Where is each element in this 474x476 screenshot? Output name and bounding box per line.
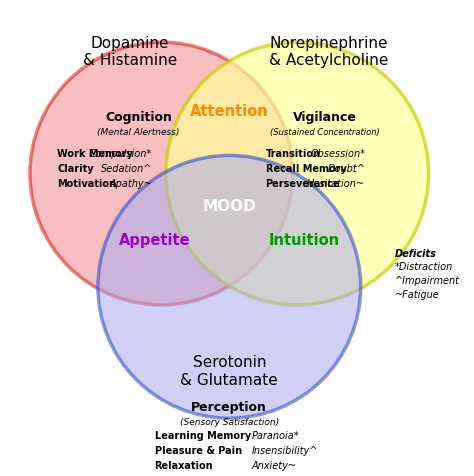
Text: Perseverance: Perseverance	[265, 178, 340, 188]
Text: *Distraction: *Distraction	[395, 262, 453, 272]
Text: Vigilance: Vigilance	[292, 111, 356, 124]
Circle shape	[98, 156, 361, 418]
Text: Doubt^: Doubt^	[328, 164, 365, 174]
Text: Clarity: Clarity	[57, 164, 94, 174]
Text: Cognition: Cognition	[105, 111, 172, 124]
Text: Insensibility^: Insensibility^	[252, 446, 319, 456]
Text: Attention: Attention	[190, 103, 269, 119]
Text: Work Memory: Work Memory	[57, 149, 133, 159]
Text: Pleasure & Pain: Pleasure & Pain	[155, 446, 242, 456]
Text: Paranoia*: Paranoia*	[252, 430, 300, 440]
Text: (Sensory Satisfaction): (Sensory Satisfaction)	[180, 417, 279, 426]
Text: Compulsion*: Compulsion*	[90, 149, 152, 159]
Text: MOOD: MOOD	[202, 198, 256, 213]
Text: Transition: Transition	[265, 149, 320, 159]
Text: Appetite: Appetite	[119, 232, 191, 247]
Text: Learning Memory: Learning Memory	[155, 430, 251, 440]
Text: Apathy~: Apathy~	[109, 178, 152, 188]
Text: Motivation: Motivation	[57, 178, 116, 188]
Text: (Sustained Concentration): (Sustained Concentration)	[270, 128, 379, 137]
Text: Recall Memory: Recall Memory	[265, 164, 346, 174]
Text: Obsession*: Obsession*	[310, 149, 365, 159]
Text: Perception: Perception	[191, 400, 267, 414]
Text: Dopamine
& Histamine: Dopamine & Histamine	[82, 36, 177, 68]
Text: Hesitation~: Hesitation~	[307, 178, 365, 188]
Text: Deficits: Deficits	[395, 248, 437, 258]
Text: Relaxation: Relaxation	[155, 460, 213, 470]
Text: Intuition: Intuition	[268, 232, 340, 247]
Text: Serotonin
& Glutamate: Serotonin & Glutamate	[181, 355, 278, 387]
Circle shape	[30, 43, 293, 305]
Text: Sedation^: Sedation^	[101, 164, 152, 174]
Circle shape	[166, 43, 428, 305]
Text: Norepinephrine
& Acetylcholine: Norepinephrine & Acetylcholine	[269, 36, 389, 68]
Text: (Mental Alertness): (Mental Alertness)	[98, 128, 180, 137]
Text: ^Impairment: ^Impairment	[395, 276, 460, 286]
Text: Anxiety~: Anxiety~	[252, 460, 297, 470]
Text: ~Fatigue: ~Fatigue	[395, 289, 439, 299]
